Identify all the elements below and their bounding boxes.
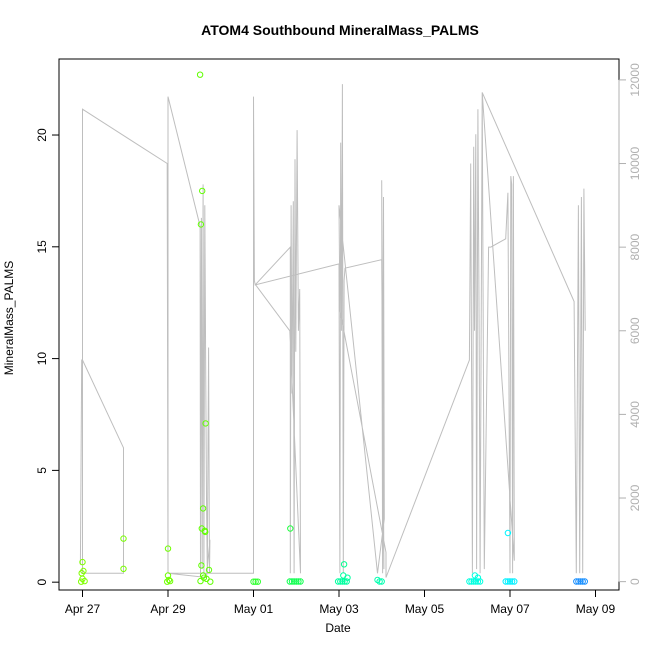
y2-tick-label: 6000 bbox=[628, 317, 642, 344]
y-tick-label: 20 bbox=[35, 128, 49, 142]
data-point bbox=[337, 578, 344, 585]
data-point bbox=[197, 577, 204, 585]
data-point bbox=[286, 578, 293, 585]
y2-tick-label: 4000 bbox=[628, 401, 642, 428]
y-tick-label: 15 bbox=[35, 240, 49, 254]
data-point bbox=[290, 578, 298, 585]
x-axis-label: Date bbox=[325, 621, 351, 635]
x-tick-label: Apr 27 bbox=[65, 602, 101, 616]
data-point bbox=[502, 578, 509, 585]
x-tick-label: May 05 bbox=[405, 602, 445, 616]
data-point bbox=[581, 578, 588, 585]
y-tick-label: 5 bbox=[35, 467, 49, 474]
x-tick-label: Apr 29 bbox=[150, 602, 186, 616]
data-point bbox=[165, 576, 173, 584]
data-point bbox=[297, 578, 304, 585]
x-tick-label: May 01 bbox=[234, 602, 274, 616]
data-point bbox=[196, 71, 204, 78]
x-tick-label: May 03 bbox=[319, 602, 359, 616]
data-point bbox=[508, 578, 516, 585]
altitude-series-line bbox=[79, 84, 586, 579]
data-point bbox=[199, 572, 207, 579]
data-point bbox=[202, 528, 209, 536]
altitude-layer bbox=[79, 84, 586, 579]
data-point bbox=[295, 578, 302, 585]
data-point bbox=[575, 578, 582, 585]
data-point bbox=[573, 578, 580, 585]
data-point bbox=[164, 578, 171, 585]
data-point bbox=[339, 578, 346, 585]
data-point bbox=[376, 578, 383, 585]
data-point bbox=[474, 574, 482, 581]
data-point bbox=[120, 535, 127, 542]
data-point bbox=[81, 577, 88, 585]
x-axis: Apr 27 Apr 29 May 01 May 03 May 05 May 07 May … bbox=[65, 589, 616, 616]
points-layer bbox=[78, 71, 588, 585]
data-point bbox=[474, 578, 482, 585]
y2-tick-label: 8000 bbox=[628, 233, 642, 260]
y2-tick-label: 12000 bbox=[628, 63, 642, 97]
data-point bbox=[197, 221, 205, 228]
data-point bbox=[468, 578, 475, 585]
data-point bbox=[120, 565, 127, 572]
data-point bbox=[470, 578, 477, 585]
data-point bbox=[164, 572, 172, 579]
data-point bbox=[202, 420, 209, 427]
y-axis-label: MineralMass_PALMS bbox=[2, 261, 16, 375]
data-point bbox=[207, 578, 214, 585]
y2-axis: 0 2000 4000 6000 8000 10000 12000 bbox=[618, 63, 642, 585]
data-point bbox=[166, 577, 174, 585]
data-point bbox=[78, 578, 85, 585]
data-point bbox=[378, 578, 385, 585]
data-point bbox=[466, 578, 473, 585]
y-axis: 0 5 10 15 20 bbox=[35, 128, 60, 586]
y2-tick-label: 10000 bbox=[628, 147, 642, 181]
data-point bbox=[288, 578, 296, 585]
data-point bbox=[577, 578, 584, 585]
chart-title: ATOM4 Southbound MineralMass_PALMS bbox=[201, 22, 479, 38]
data-point bbox=[198, 562, 205, 569]
y2-tick-label: 2000 bbox=[628, 484, 642, 511]
y-tick-label: 10 bbox=[35, 352, 49, 366]
y2-tick-label: 0 bbox=[628, 578, 642, 585]
data-point bbox=[164, 545, 172, 552]
y-tick-label: 0 bbox=[35, 579, 49, 586]
data-point bbox=[250, 578, 257, 585]
data-point bbox=[504, 529, 512, 537]
data-point bbox=[334, 578, 342, 585]
x-tick-label: May 09 bbox=[576, 602, 616, 616]
data-point bbox=[80, 567, 87, 575]
data-point bbox=[199, 505, 207, 512]
x-tick-label: May 07 bbox=[490, 602, 530, 616]
data-point bbox=[579, 578, 586, 585]
data-point bbox=[205, 566, 213, 574]
data-point bbox=[504, 578, 512, 585]
data-point bbox=[340, 561, 348, 568]
data-point bbox=[254, 578, 261, 585]
data-point bbox=[506, 578, 514, 585]
data-point bbox=[79, 558, 86, 566]
data-point bbox=[343, 578, 350, 585]
data-point bbox=[287, 525, 294, 532]
data-point bbox=[511, 578, 518, 585]
data-point bbox=[293, 578, 300, 585]
data-point bbox=[344, 574, 351, 581]
data-point bbox=[199, 187, 206, 195]
data-point bbox=[252, 578, 259, 585]
